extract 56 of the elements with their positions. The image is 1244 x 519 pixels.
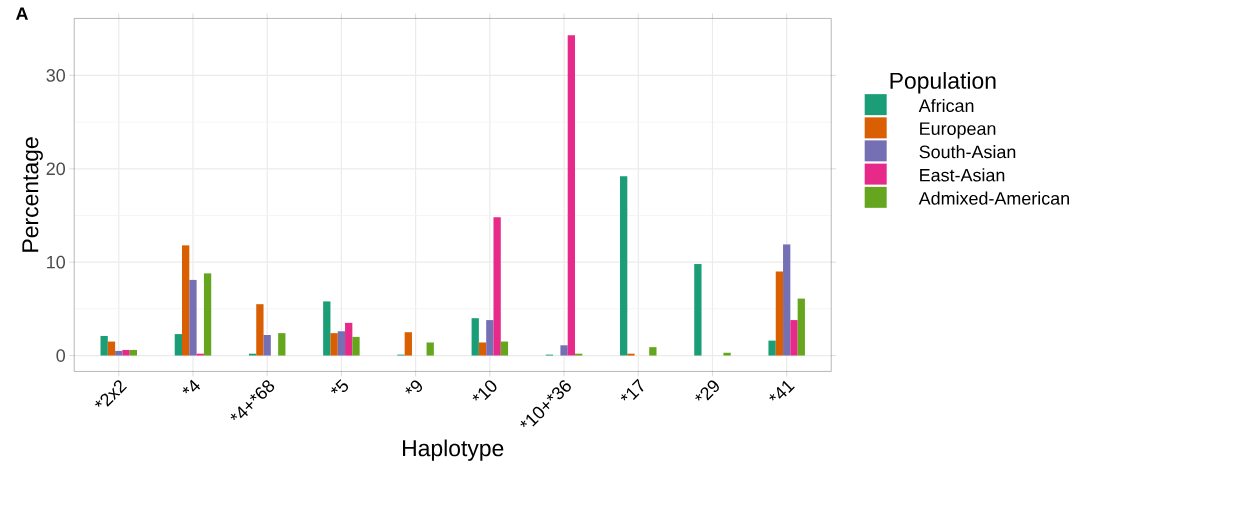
y-tick-label: 0	[56, 349, 66, 362]
bar	[337, 331, 346, 356]
bar	[560, 345, 568, 356]
legend-label: South-Asian	[919, 145, 1016, 159]
bar	[256, 304, 264, 356]
bar	[174, 334, 183, 356]
x-tick-label: *29	[695, 380, 719, 401]
x-tick-label: *5	[331, 379, 349, 394]
bar	[797, 298, 805, 356]
bar	[567, 35, 575, 356]
y-tick-label: 30	[46, 69, 66, 82]
legend-label: Admixed-American	[918, 191, 1069, 205]
bar	[278, 333, 286, 356]
bar	[100, 335, 108, 356]
legend-label: East-Asian	[920, 168, 1005, 182]
bar	[352, 336, 360, 356]
bar	[115, 350, 123, 356]
x-tick-label: *9	[405, 380, 423, 394]
bar	[323, 301, 331, 356]
bar	[500, 341, 509, 356]
bar	[790, 320, 798, 356]
legend-label: African	[918, 98, 974, 113]
bar	[426, 342, 434, 356]
x-tick-label: *4	[182, 379, 201, 394]
bar	[783, 244, 791, 356]
bar	[694, 264, 702, 356]
bar	[404, 332, 412, 356]
bar	[122, 349, 130, 356]
bar	[649, 347, 657, 356]
bar	[723, 352, 731, 356]
bar	[182, 245, 190, 356]
legend-label: European	[920, 122, 996, 139]
bar	[203, 273, 212, 356]
bar	[768, 340, 776, 356]
bar	[478, 342, 487, 356]
y-tick-label: 10	[47, 255, 66, 269]
bar	[107, 341, 116, 356]
x-tick-label: *10	[472, 380, 497, 401]
bar	[620, 176, 628, 356]
bar	[775, 271, 784, 356]
x-tick-label: *17	[620, 378, 644, 401]
x-tick-label: *2x2	[95, 380, 127, 407]
x-axis-title: Haplotype	[403, 439, 504, 461]
bar	[493, 217, 501, 356]
bar	[471, 318, 479, 356]
bar	[345, 322, 353, 356]
legend-title: Population	[890, 72, 996, 94]
bar	[189, 279, 197, 356]
x-tick-label: *41	[769, 380, 795, 401]
y-axis-title: Percentage	[22, 137, 43, 252]
bar	[129, 349, 138, 356]
bar	[486, 320, 494, 356]
chart-title: A	[15, 7, 29, 20]
y-tick-label: 20	[46, 162, 66, 176]
bar	[330, 333, 338, 356]
bar	[263, 335, 271, 356]
